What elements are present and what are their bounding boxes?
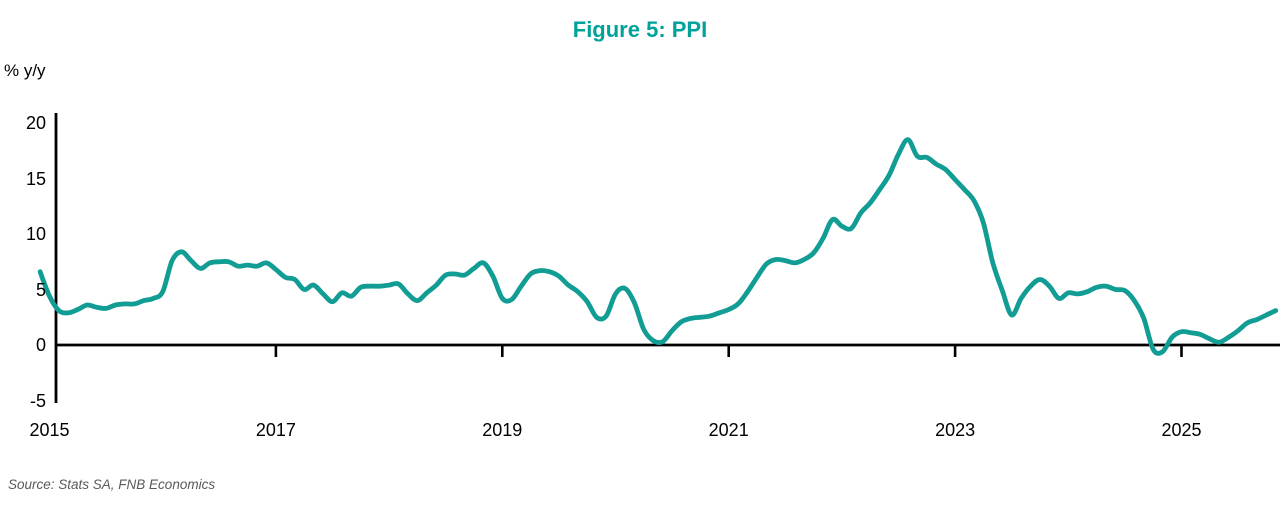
x-tick-label-2025: 2025 — [1161, 420, 1202, 440]
x-tick-label-2017: 2017 — [255, 420, 296, 440]
x-tick-label-2021: 2021 — [708, 420, 749, 440]
x-tick-label-2023: 2023 — [935, 420, 976, 440]
source-note: Source: Stats SA, FNB Economics — [8, 477, 216, 492]
ppi-line — [37, 137, 1279, 356]
y-tick-label-15: 15 — [25, 168, 46, 189]
y-tick-label-20: 20 — [25, 113, 46, 133]
chart-title: Figure 5: PPI — [572, 17, 708, 42]
y-axis-unit-label: % y/y — [4, 61, 46, 80]
x-tick-label-2019: 2019 — [482, 420, 523, 440]
y-tick-label-10: 10 — [25, 224, 46, 244]
y-tick-label-5: 5 — [35, 279, 46, 300]
y-tick-label-0: 0 — [35, 335, 46, 355]
y-tick-label--5: -5 — [29, 390, 46, 411]
x-tick-label-2015: 2015 — [29, 420, 70, 440]
